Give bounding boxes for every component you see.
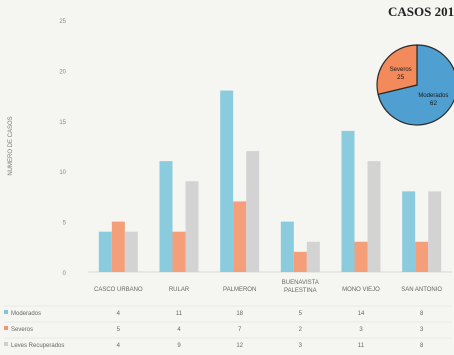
pie-slice-moderados [377, 44, 454, 126]
bar-leves-recuperados [428, 191, 442, 272]
table-cell: 4 [117, 343, 121, 349]
table-cell: 3 [299, 343, 303, 349]
category-label: BUENAVISTA [282, 280, 319, 286]
bar-severos [415, 241, 429, 272]
table-cell: 11 [358, 343, 365, 349]
bar-severos [354, 241, 368, 272]
table-cell: 4 [117, 311, 121, 317]
category-label: PALESTINA [284, 288, 317, 294]
table-cell: 3 [420, 327, 424, 333]
pie-slice-value: 62 [430, 100, 438, 107]
table-legend-key [4, 342, 8, 346]
bar-leves-recuperados [185, 181, 199, 272]
pie-slice-label: Moderados [418, 93, 448, 99]
bar-moderados [159, 161, 173, 272]
table-legend-key [4, 326, 8, 330]
table-cell: 18 [236, 311, 243, 317]
bar-moderados [98, 231, 112, 272]
bar-leves-recuperados [306, 241, 320, 272]
y-tick-label: 0 [63, 271, 67, 277]
table-cell: 14 [358, 311, 365, 317]
table-cell: 7 [238, 327, 242, 333]
table-cell: 11 [176, 311, 183, 317]
table-cell: 9 [177, 343, 181, 349]
table-cell: 5 [117, 327, 121, 333]
bar-moderados [220, 90, 234, 272]
table-cell: 8 [420, 311, 424, 317]
table-cell: 2 [299, 327, 303, 333]
table-cell: 4 [177, 327, 181, 333]
bar-severos [233, 201, 247, 272]
category-label: PALMERON [223, 287, 256, 293]
table-cell: 12 [236, 343, 243, 349]
bar-severos [172, 231, 186, 272]
bar-leves-recuperados [367, 161, 381, 272]
table-legend-label: Leves Recuperados [11, 343, 64, 349]
y-tick-label: 15 [59, 120, 66, 126]
category-label: RULAR [169, 287, 190, 293]
bar-moderados [402, 191, 416, 272]
y-axis-label: NUMERO DE CASOS [8, 116, 14, 175]
chart-title: CASOS 2019 [388, 4, 454, 19]
pie-slice-label: Severos [390, 67, 412, 73]
y-tick-label: 5 [63, 221, 67, 227]
bar-leves-recuperados [246, 151, 260, 272]
table-cell: 3 [359, 327, 363, 333]
table-legend-key [4, 310, 8, 314]
bar-moderados [280, 221, 294, 272]
bar-severos [293, 251, 307, 272]
pie-slice-value: 25 [397, 74, 405, 81]
table-legend-label: Severos [11, 327, 33, 333]
table-cell: 8 [420, 343, 424, 349]
table-legend-label: Moderados [11, 311, 41, 317]
table-cell: 5 [299, 311, 303, 317]
y-tick-label: 25 [59, 19, 66, 25]
category-label: SAN ANTONIO [401, 287, 442, 293]
category-label: CASCO URBANO [94, 287, 143, 293]
y-tick-label: 10 [59, 170, 66, 176]
pie-slice-severos [376, 44, 418, 96]
y-tick-label: 20 [59, 69, 66, 75]
category-label: MONO VIEJO [342, 287, 380, 293]
bar-leves-recuperados [124, 231, 138, 272]
bar-moderados [341, 130, 355, 272]
bar-severos [111, 221, 125, 272]
